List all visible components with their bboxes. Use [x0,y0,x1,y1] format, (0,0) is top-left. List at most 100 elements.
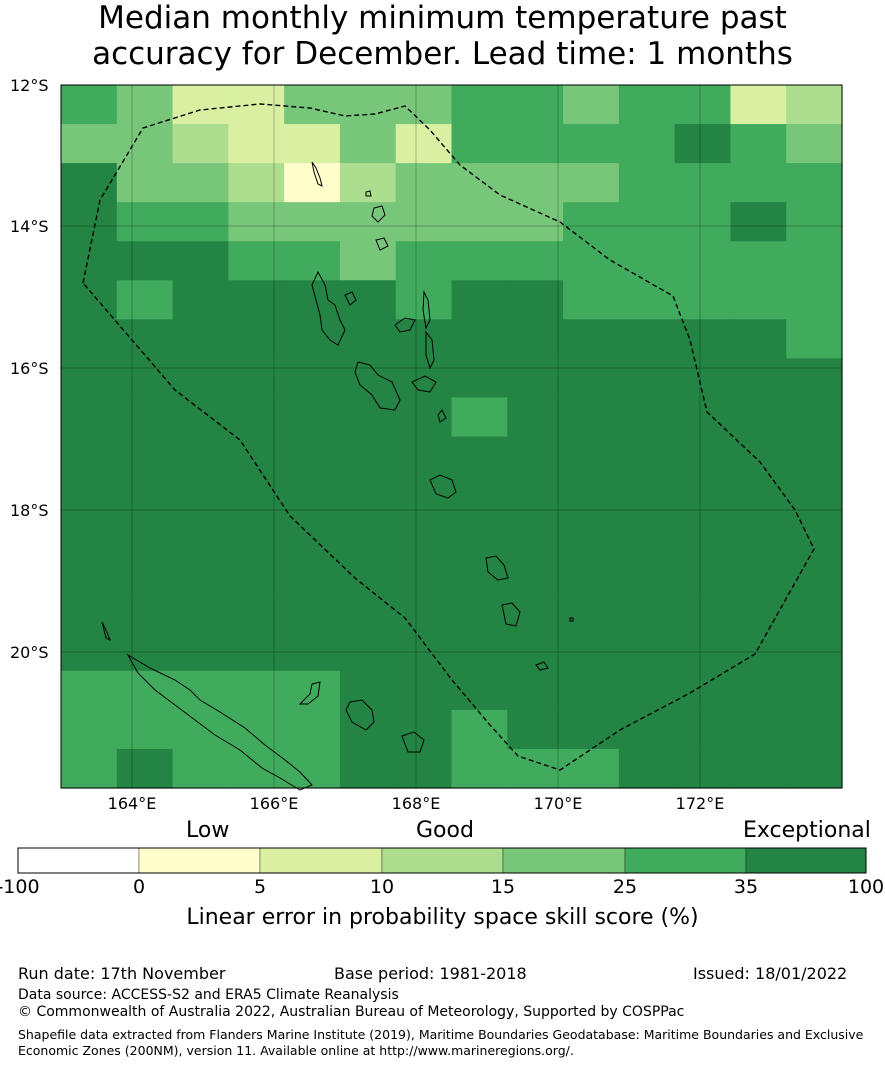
colorbar-segment [745,847,867,874]
grid-cell [618,124,676,164]
island-walpole [569,617,574,622]
grid-cell [618,280,676,320]
grid-cell [284,631,341,672]
grid-cell [786,631,843,672]
grid-cell [116,397,174,438]
grid-cell [172,241,229,281]
grid-cell [786,514,843,555]
grid-cell [674,670,732,711]
grid-cell [786,163,843,203]
grid-cell [61,280,118,320]
data-source: Data source: ACCESS-S2 and ERA5 Climate … [18,987,399,1003]
grid-cell [451,124,508,164]
grid-cell [172,631,229,672]
grid-cell [730,397,787,438]
grid-cell [507,124,564,164]
grid-cell [284,592,341,633]
grid-cell [674,592,732,633]
island-espiritu-north [375,237,389,251]
grid-cell [786,436,843,477]
grid-cell [730,319,787,359]
grid-cell [395,319,453,359]
colorbar-tick: 100 [847,876,885,898]
grid-cell [61,592,118,633]
grid-cell [786,748,843,789]
grid-cell [172,592,229,633]
grid-cell [730,670,787,711]
grid-cell [339,436,397,477]
grid-cell [730,592,787,633]
grid-cell [674,124,732,164]
grid-cell [563,202,620,242]
grid-cell [507,85,564,125]
grid-cell [786,358,843,399]
island-torres [311,161,323,187]
grid-cell [172,436,229,477]
grid-cell [674,280,732,320]
island-gaua [371,205,386,223]
grid-cell [563,280,620,320]
grid-cell [674,241,732,281]
grid-cell [339,280,397,320]
colorbar-outline [17,847,867,874]
grid-cell [786,280,843,320]
grid-cell [284,436,341,477]
island-maewo [422,290,431,330]
grid-cell [284,709,341,750]
grid-cell [339,85,397,125]
grid-cell [61,631,118,672]
island-efate [429,474,457,499]
grid-cell [507,514,564,555]
grid-cell [116,553,174,594]
grid-cell [284,202,341,242]
lat-label-14s: 14°S [10,217,49,236]
grid-cell [284,163,341,203]
grid-cell [674,553,732,594]
grid-cell [451,319,508,359]
grid-cell [339,514,397,555]
grid-cell [228,358,285,399]
lon-label-166e: 166°E [249,794,299,813]
grid-cell [674,397,732,438]
shapefile-credit-line-2: Economic Zones (200NM), version 11. Avai… [18,1043,574,1058]
grid-cell [61,553,118,594]
island-vanua-lava [365,190,372,197]
lat-label-20s: 20°S [10,643,49,662]
grid-cell [172,319,229,359]
grid-cell [61,241,118,281]
colorbar-tick: 5 [253,876,267,898]
grid-cell [618,631,676,672]
grid-cell [674,475,732,516]
grid-cell [116,709,174,750]
eez-boundary [82,103,815,771]
grid-cell [284,358,341,399]
base-period: Base period: 1981-2018 [334,964,527,983]
grid-cell [618,436,676,477]
grid-cell [786,397,843,438]
island-ambrym [411,375,437,393]
grid-cell [339,202,397,242]
grid-cell [284,514,341,555]
grid-cell [395,475,453,516]
grid-cell [674,436,732,477]
grid-cell [674,202,732,242]
lon-label-168e: 168°E [391,794,441,813]
issued-date: Issued: 18/01/2022 [693,964,848,983]
grid-cell [451,202,508,242]
grid-cell [61,202,118,242]
island-new-caledonia [126,653,313,791]
grid-cell [395,163,453,203]
grid-cell [284,553,341,594]
grid-cell [507,358,564,399]
colorbar-tick: 0 [132,876,146,898]
grid-cell [116,475,174,516]
grid-cell [674,319,732,359]
grid-cell [507,241,564,281]
grid-cell [61,319,118,359]
grid-cell [563,514,620,555]
grid-cell [339,397,397,438]
grid-cell [395,241,453,281]
grid-cell [172,202,229,242]
island-ambae [394,317,416,333]
grid-cell [563,241,620,281]
